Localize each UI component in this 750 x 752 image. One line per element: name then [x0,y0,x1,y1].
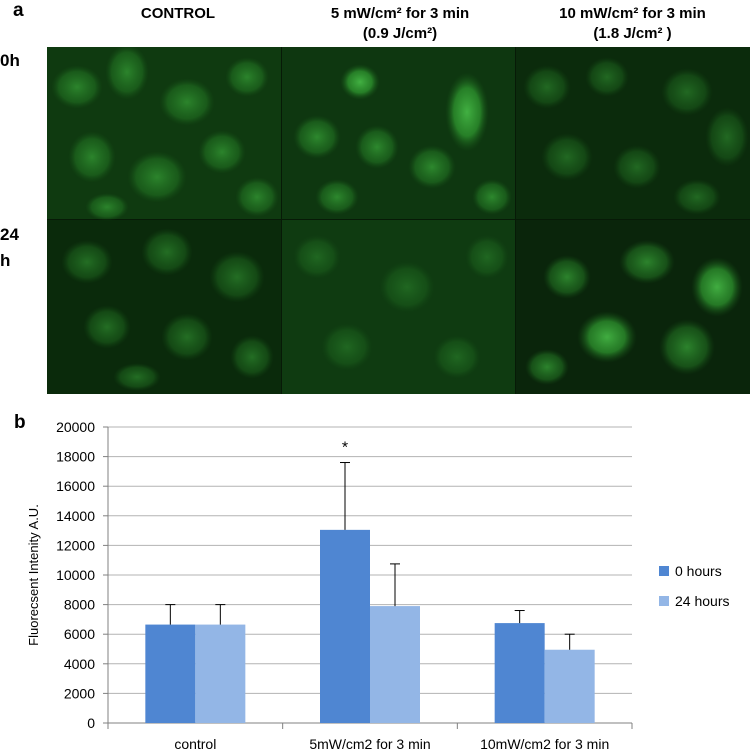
x-tick-label: 5mW/cm2 for 3 min [309,736,430,752]
y-tick-label: 20000 [56,419,95,435]
y-tick-label: 12000 [56,537,95,553]
bar-series2 [544,649,595,723]
row-header-24h: 24 h [0,225,19,270]
bar-series1 [320,529,370,723]
y-tick-label: 16000 [56,478,95,494]
legend-swatch [659,566,669,576]
legend-label: 0 hours [675,563,722,579]
column-header-control: CONTROL [78,4,278,24]
column-header-5mw-line1: 5 mW/cm² for 3 min [330,5,470,22]
bar-series1 [145,624,196,723]
column-header-10mw: 10 mW/cm² for 3 min (1.8 J/cm² ) [515,4,750,44]
micrograph-image [47,44,750,394]
x-tick-label: 10mW/cm2 for 3 min [480,736,609,752]
micrograph-grid [47,44,750,394]
y-tick-label: 6000 [64,626,95,642]
y-tick-label: 8000 [64,597,95,613]
cells-5mw-24h [293,235,509,379]
significance-annotation: * [342,440,348,457]
legend-swatch [659,596,669,606]
column-header-5mw-line2: (0.9 J/cm²) [362,25,438,42]
y-tick-label: 10000 [56,567,95,583]
x-tick-label: control [174,736,216,752]
bar-series1 [494,623,545,723]
y-tick-label: 14000 [56,508,95,524]
legend-label: 24 hours [675,593,729,609]
row-header-0h: 0h [0,51,20,70]
y-axis-label: Fluorecsent Intenity A.U. [26,504,41,646]
y-tick-label: 2000 [64,685,95,701]
y-tick-label: 18000 [56,449,95,465]
cells-10mw-24h [525,240,743,385]
column-header-10mw-line2: (1.8 J/cm² ) [593,25,672,42]
cells-5mw-0h [293,64,512,215]
y-tick-label: 4000 [64,656,95,672]
column-header-control-line1: CONTROL [140,5,216,22]
cells-10mw-0h [523,57,749,215]
panel-b-label: b [14,412,26,433]
bar-series2 [195,624,246,723]
cells-control-0h [51,44,279,221]
column-header-5mw: 5 mW/cm² for 3 min (0.9 J/cm²) [285,4,515,44]
y-tick-label: 0 [87,715,95,731]
bar-chart: 0 2000 4000 6000 8000 10000 12000 14000 16000 180… [26,419,729,752]
bar-series2 [370,606,420,723]
column-header-10mw-line1: 10 mW/cm² for 3 min [559,5,706,22]
cells-control-24h [61,228,274,391]
panel-a-label: a [13,0,24,21]
